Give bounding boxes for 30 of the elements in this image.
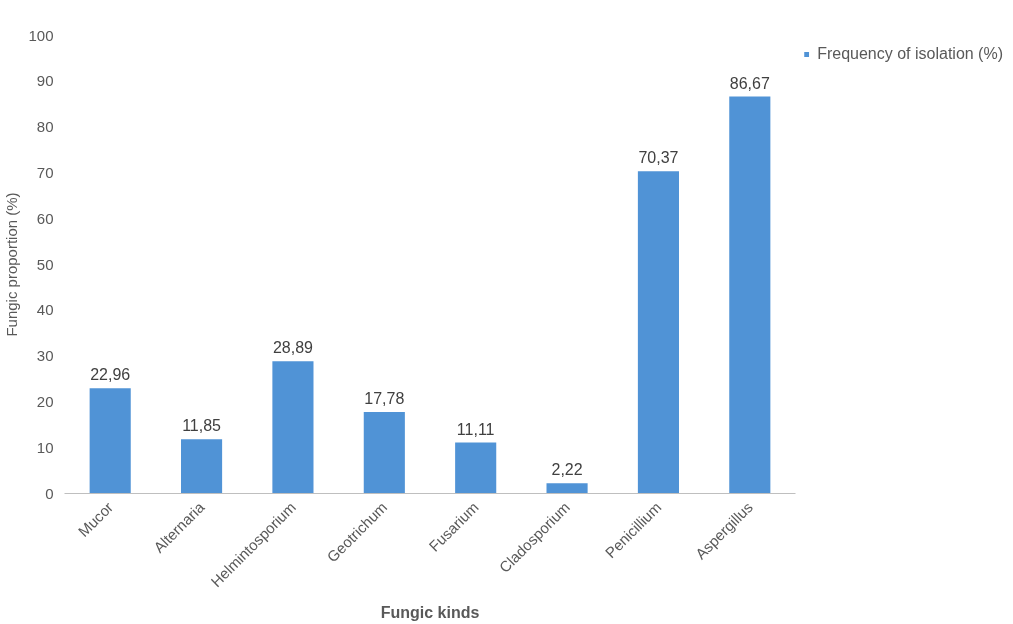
bar xyxy=(363,412,405,494)
y-tick-label: 60 xyxy=(36,209,54,227)
y-tick-label: 70 xyxy=(36,163,54,181)
y-tick-label: 40 xyxy=(36,301,54,319)
y-tick-label: 90 xyxy=(36,72,54,90)
data-label: 86,67 xyxy=(729,74,770,92)
bar xyxy=(637,171,679,494)
bar xyxy=(455,442,497,494)
data-label: 70,37 xyxy=(638,149,679,167)
y-tick-label: 30 xyxy=(36,347,54,365)
y-tick-label: 100 xyxy=(28,26,54,44)
bar xyxy=(729,96,771,494)
data-label: 22,96 xyxy=(90,366,131,384)
data-label: 28,89 xyxy=(272,339,314,357)
y-tick-label: 80 xyxy=(36,118,54,136)
data-label: 11,11 xyxy=(456,420,495,438)
data-label: 11,85 xyxy=(182,417,222,435)
y-tick-label: 0 xyxy=(45,484,54,502)
bar xyxy=(89,388,131,494)
y-tick-label: 20 xyxy=(36,392,54,410)
bar xyxy=(181,439,223,494)
bar xyxy=(272,361,314,494)
data-label: 17,78 xyxy=(364,390,405,408)
bar xyxy=(546,483,588,494)
data-label: 2,22 xyxy=(551,461,583,479)
legend-label: Frequency of isolation (%) xyxy=(817,45,1003,63)
y-tick-label: 50 xyxy=(36,255,54,273)
x-axis-title: Fungic kinds xyxy=(380,604,480,622)
y-axis-title: Fungic proportion (%) xyxy=(3,192,21,337)
y-tick-label: 10 xyxy=(36,438,54,456)
